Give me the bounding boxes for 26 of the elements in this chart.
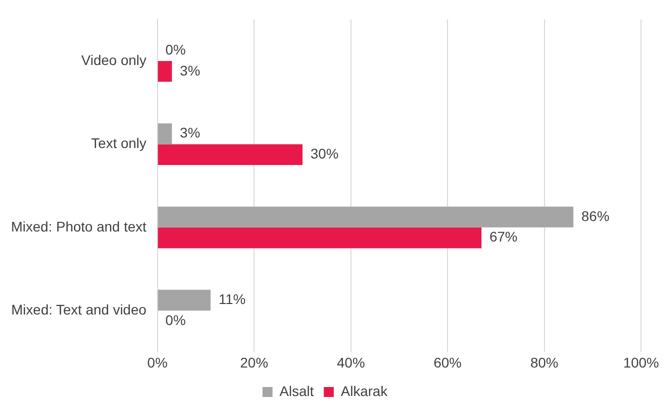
x-tick-label: 100% (623, 354, 660, 370)
y-tick-label: Text only (91, 135, 146, 152)
x-tick-label: 80% (530, 354, 558, 370)
y-tick-label: Mixed: Photo and text (10, 218, 147, 234)
bar (158, 144, 303, 165)
data-label: 0% (165, 41, 186, 58)
data-label: 3% (180, 62, 200, 78)
y-tick-label: Mixed: Text and video (11, 301, 147, 318)
bar (158, 227, 482, 248)
bar (158, 206, 574, 228)
data-label: 3% (180, 124, 200, 141)
data-label: 86% (581, 208, 610, 224)
data-label: 67% (489, 228, 518, 245)
x-tick-label: 0% (147, 354, 168, 370)
data-label: 11% (218, 291, 246, 308)
x-tick-label: 60% (434, 354, 462, 370)
bar (158, 290, 211, 311)
legend-label: Alsalt (280, 382, 314, 399)
bar (158, 61, 172, 82)
x-tick-label: 40% (336, 354, 365, 370)
x-tick-label: 20% (240, 354, 268, 370)
y-tick-label: Video only (81, 52, 146, 68)
bar (158, 123, 172, 144)
data-label: 0% (165, 312, 186, 328)
data-label: 30% (310, 145, 339, 162)
legend-label: Alkarak (340, 382, 388, 399)
